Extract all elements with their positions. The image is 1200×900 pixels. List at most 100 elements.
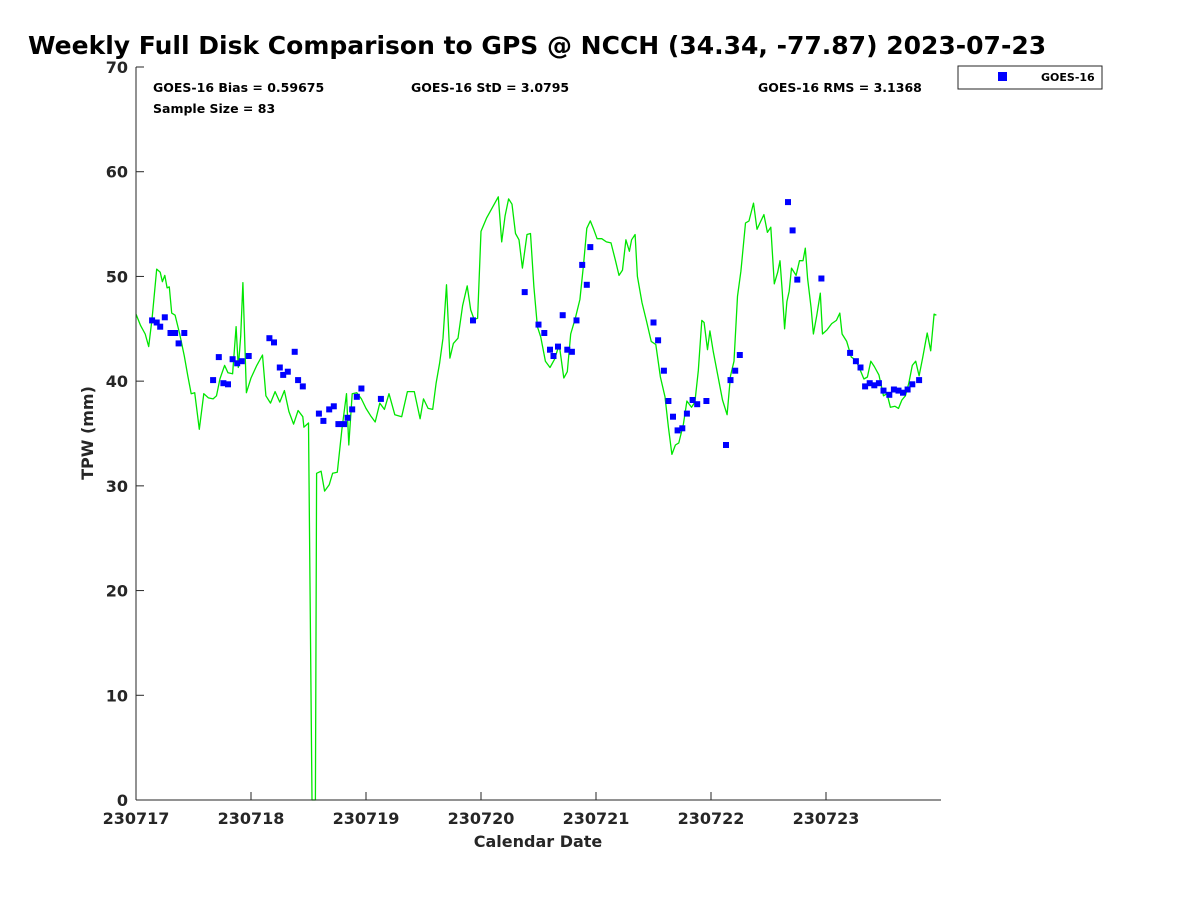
legend: GOES-16 <box>957 65 1103 90</box>
goes16-point <box>564 346 571 353</box>
goes16-point <box>862 383 869 390</box>
goes16-point <box>736 352 743 358</box>
goes16-point <box>583 281 590 288</box>
goes16-point <box>670 413 676 420</box>
goes16-point <box>291 348 298 355</box>
goes16-point <box>694 401 701 408</box>
goes16-point <box>904 386 911 393</box>
goes16-point <box>555 343 561 350</box>
goes16-point <box>157 323 164 330</box>
goes16-point <box>794 276 801 283</box>
goes16-point <box>245 353 252 359</box>
axes-layer: 230717 230718 230719 230720 230721 230722 2307… <box>103 58 941 828</box>
goes16-point <box>665 398 672 404</box>
goes16-point <box>220 380 227 387</box>
goes16-point <box>234 360 241 367</box>
y-tick-label: 60 <box>106 163 128 182</box>
legend-label-goes16: GOES-16 <box>1041 71 1095 84</box>
goes16-point <box>900 389 906 396</box>
y-tick-label: 40 <box>106 372 128 391</box>
y-tick-label: 30 <box>106 477 128 496</box>
goes16-point <box>703 398 710 404</box>
sample-size-stat: Sample Size = 83 <box>153 101 275 116</box>
goes16-point <box>295 377 302 384</box>
gps-line-layer <box>135 196 937 801</box>
goes16-point <box>470 317 476 324</box>
goes16-point <box>785 199 791 206</box>
legend-box <box>957 65 1103 90</box>
goes16-point <box>689 397 696 403</box>
x-tick-label: 230722 <box>678 809 745 828</box>
y-tick-label: 50 <box>106 267 128 286</box>
gps-tpw-line <box>135 196 937 801</box>
goes16-point <box>660 367 667 374</box>
goes16-point <box>568 348 575 355</box>
goes16-point <box>181 330 188 336</box>
goes16-point <box>916 377 923 384</box>
goes16-point <box>266 335 273 342</box>
x-tick-label: 230723 <box>793 809 860 828</box>
x-tick-label: 230721 <box>563 809 630 828</box>
goes16-point <box>818 275 825 282</box>
goes16-point <box>852 358 859 365</box>
goes16-point <box>890 386 897 393</box>
goes16-point <box>284 368 291 375</box>
goes16-point <box>521 289 528 296</box>
goes16-point <box>344 414 351 421</box>
goes16-point <box>349 406 356 413</box>
goes16-point <box>341 421 348 428</box>
goes16-point <box>550 353 557 359</box>
goes16-point <box>315 410 322 417</box>
goes16-point <box>541 330 548 336</box>
y-tick-label: 70 <box>106 58 128 77</box>
goes16-point <box>153 319 160 326</box>
goes16-point <box>674 427 681 434</box>
goes16-point <box>880 387 887 394</box>
y-axis-label: TPW (mm) <box>78 386 97 480</box>
goes16-point <box>679 425 686 432</box>
goes16-point <box>871 382 878 389</box>
x-tick-label: 230720 <box>448 809 515 828</box>
goes16-point <box>320 417 327 424</box>
goes16-point <box>238 358 245 365</box>
goes16-point <box>215 354 222 361</box>
goes16-point <box>358 385 365 392</box>
plot-area <box>136 67 941 800</box>
goes16-point <box>650 319 657 326</box>
goes16-point <box>175 340 182 347</box>
x-tick-label: 230718 <box>218 809 285 828</box>
goes16-point <box>727 377 734 384</box>
goes16-point <box>847 349 854 356</box>
goes16-point-layer <box>149 199 923 448</box>
goes16-point <box>535 321 542 328</box>
goes16-point <box>732 367 739 374</box>
goes16-point <box>895 387 902 394</box>
goes16-point <box>857 364 864 371</box>
goes16-point <box>172 330 179 336</box>
y-tick-label: 10 <box>106 686 128 705</box>
goes16-point <box>655 337 662 344</box>
goes16-point <box>579 261 586 268</box>
legend-marker-goes16 <box>998 72 1007 81</box>
goes16-point <box>723 442 729 448</box>
goes16-point <box>377 395 384 402</box>
std-stat: GOES-16 StD = 3.0795 <box>411 80 569 95</box>
goes16-point <box>225 381 231 388</box>
goes16-point <box>161 314 168 321</box>
goes16-point <box>149 317 156 324</box>
goes16-point <box>299 383 306 390</box>
goes16-point <box>547 346 553 353</box>
bias-stat: GOES-16 Bias = 0.59675 <box>153 80 324 95</box>
goes16-point <box>280 371 287 378</box>
x-axis-label: Calendar Date <box>474 832 603 851</box>
goes16-point <box>276 364 283 371</box>
goes16-point <box>326 406 333 413</box>
x-tick-label: 230719 <box>333 809 400 828</box>
goes16-point <box>335 421 342 428</box>
goes16-point <box>683 410 690 417</box>
goes16-point <box>353 393 360 400</box>
rms-stat: GOES-16 RMS = 3.1368 <box>758 80 922 95</box>
goes16-point <box>587 244 594 251</box>
x-tick-label: 230717 <box>103 809 170 828</box>
